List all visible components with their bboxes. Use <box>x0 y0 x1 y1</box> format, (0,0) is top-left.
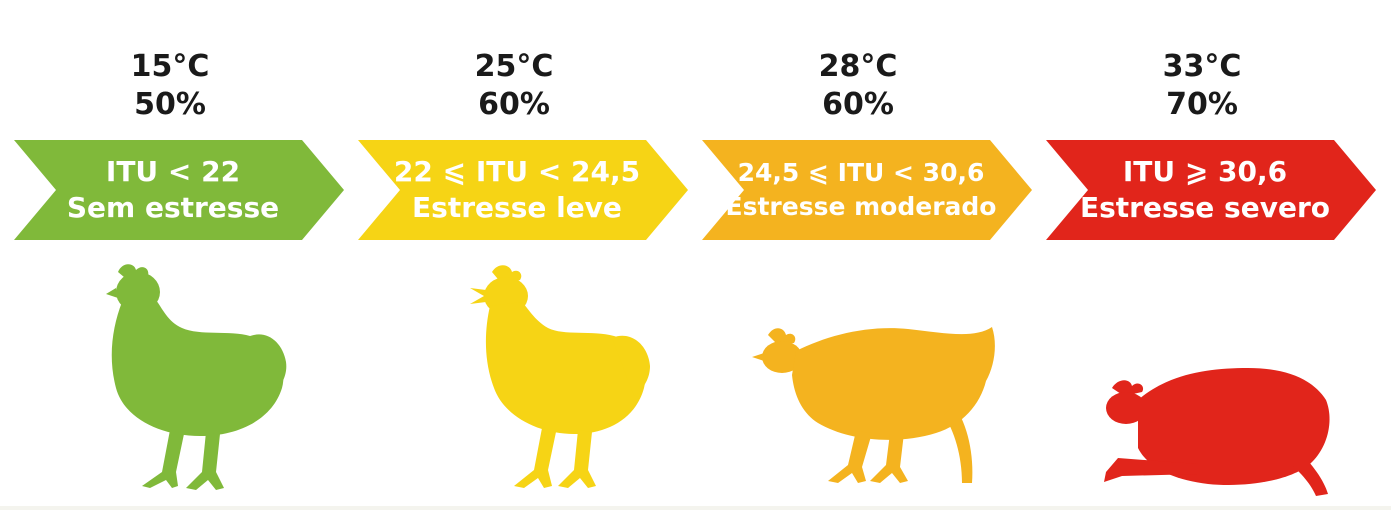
itu-arrow: ITU < 22 Sem estresse <box>14 140 344 240</box>
chicken-lying-icon <box>1104 368 1330 496</box>
humidity-label: 60% <box>478 87 550 122</box>
temperature-label: 25°C <box>474 49 554 84</box>
temperature-label: 28°C <box>818 49 898 84</box>
ground-line <box>0 506 1391 510</box>
itu-range: ITU < 22 <box>105 155 241 188</box>
stress-level: Estresse leve <box>412 191 622 224</box>
humidity-label: 60% <box>822 87 894 122</box>
stage-moderate-stress: 28°C 60% 24,5 ⩽ ITU < 30,6 Estresse mode… <box>688 0 1032 510</box>
stress-level: Sem estresse <box>66 191 280 224</box>
chicken-standing-icon <box>106 264 287 490</box>
humidity-label: 70% <box>1166 87 1238 122</box>
humidity-label: 50% <box>134 87 206 122</box>
itu-range: 22 ⩽ ITU < 24,5 <box>393 155 641 188</box>
temperature-label: 15°C <box>130 49 210 84</box>
conditions: 33°C 70% <box>1032 48 1372 124</box>
chicken-crouching-icon <box>752 327 995 483</box>
temperature-label: 33°C <box>1162 49 1242 84</box>
itu-arrow: ITU ⩾ 30,6 Estresse severo <box>1046 140 1376 240</box>
conditions: 28°C 60% <box>688 48 1028 124</box>
stress-level: Estresse moderado <box>725 192 997 221</box>
stage-severe-stress: 33°C 70% ITU ⩾ 30,6 Estresse severo <box>1032 0 1376 510</box>
conditions: 25°C 60% <box>344 48 684 124</box>
itu-range: ITU ⩾ 30,6 <box>1122 155 1288 188</box>
itu-arrow: 22 ⩽ ITU < 24,5 Estresse leve <box>358 140 688 240</box>
stage-no-stress: 15°C 50% ITU < 22 Sem estresse <box>0 0 344 510</box>
stress-level: Estresse severo <box>1080 191 1330 224</box>
itu-range: 24,5 ⩽ ITU < 30,6 <box>737 158 985 187</box>
itu-arrow: 24,5 ⩽ ITU < 30,6 Estresse moderado <box>702 140 1032 240</box>
conditions: 15°C 50% <box>0 48 340 124</box>
stage-mild-stress: 25°C 60% 22 ⩽ ITU < 24,5 Estresse leve <box>344 0 688 510</box>
chicken-panting-icon <box>470 265 650 488</box>
